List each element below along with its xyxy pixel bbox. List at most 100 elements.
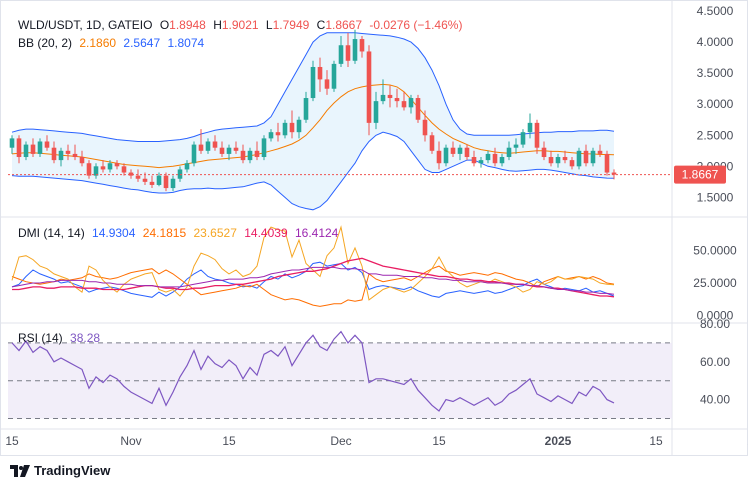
bb-legend: BB (20, 2) 2.1860 2.5647 1.8074 — [18, 36, 208, 50]
candle-body — [114, 163, 120, 167]
candle-body — [219, 147, 225, 154]
candle-body — [177, 169, 183, 179]
time-axis-tick-label: 15 — [432, 434, 446, 448]
rsi-line — [11, 330, 615, 412]
candle-body — [331, 63, 337, 89]
candle-body — [534, 122, 540, 148]
candle-body — [527, 122, 533, 133]
candle-body — [345, 45, 351, 61]
candle-body — [548, 157, 554, 164]
candle-body — [359, 39, 365, 52]
candle-body — [310, 66, 316, 99]
candle-body — [604, 153, 610, 173]
dmi-plus-line — [11, 261, 615, 298]
candle-body — [471, 157, 477, 164]
candle-body — [191, 144, 197, 164]
candle-body — [408, 98, 414, 108]
candle-body — [583, 150, 589, 164]
price-axis-tick-label: 3.5000 — [697, 66, 734, 80]
candle-body — [16, 138, 22, 158]
candle-body — [254, 150, 260, 158]
high-label: H — [213, 18, 222, 32]
candle-body — [226, 147, 232, 154]
candle-body — [303, 98, 309, 120]
dmi-value-1: 14.9304 — [92, 226, 136, 240]
candle-body — [450, 147, 456, 154]
symbol-label: WLD/USDT, 1D, GATEIO — [18, 18, 153, 32]
candle-body — [401, 101, 407, 108]
candle-body — [289, 122, 295, 133]
dmi-value-3: 23.6527 — [193, 226, 237, 240]
candle-body — [79, 157, 85, 164]
candle-body — [366, 51, 372, 123]
candle-body — [128, 172, 134, 176]
candle-body — [121, 166, 127, 173]
candle-body — [198, 144, 204, 151]
tradingview-logo[interactable]: TradingView — [10, 463, 110, 478]
bb-lower-line — [11, 131, 615, 211]
candle-body — [380, 94, 386, 102]
candle-body — [590, 150, 596, 164]
candle-body — [443, 147, 449, 164]
rsi-label: RSI (14) — [18, 331, 63, 345]
candle-body — [422, 119, 428, 136]
low-value: 1.7949 — [272, 18, 310, 32]
rsi-axis-tick-label: 60.00 — [700, 355, 730, 369]
dmi-value-2: 24.1815 — [142, 226, 187, 240]
candle-body — [37, 141, 43, 154]
candle-body — [569, 160, 575, 167]
rsi-value: 38.28 — [70, 331, 101, 345]
low-label: L — [265, 18, 273, 32]
last-price-badge-label: 1.8667 — [682, 168, 719, 182]
candle-body — [373, 101, 379, 123]
candle-body — [58, 150, 64, 161]
header-legend: WLD/USDT, 1D, GATEIO O1.8948 H1.9021 L1.… — [18, 18, 466, 32]
candle-body — [51, 147, 57, 161]
open-label: O — [159, 18, 170, 32]
candle-body — [205, 141, 211, 151]
bb-band-fill — [12, 32, 614, 210]
candle-body — [261, 138, 267, 158]
dmi-adx-line — [11, 225, 615, 301]
candle-body — [541, 147, 547, 158]
candle-body — [576, 150, 582, 167]
dmi-axis-tick-label: 0.0000 — [697, 309, 734, 323]
candle-body — [611, 172, 617, 175]
dmi-dx-line — [11, 266, 615, 295]
candle-body — [296, 119, 302, 133]
bb-lower-value: 1.8074 — [167, 36, 205, 50]
candle-body — [429, 135, 435, 151]
candle-body — [184, 163, 190, 170]
dmi-axis-tick-label: 25.0000 — [693, 276, 737, 290]
candle-body — [317, 66, 323, 80]
candle-body — [240, 150, 246, 161]
candle-body — [30, 144, 36, 154]
candle-body — [268, 132, 274, 139]
dmi-value-5: 16.4124 — [294, 226, 339, 240]
candle-body — [93, 166, 99, 176]
time-axis-tick-label: 15 — [5, 434, 19, 448]
candle-body — [492, 153, 498, 164]
candle-body — [135, 175, 141, 179]
dmi-label: DMI (14, 14) — [18, 226, 85, 240]
close-value: 1.8667 — [325, 18, 363, 32]
time-axis-tick-label: Nov — [120, 434, 141, 448]
candle-body — [72, 153, 78, 158]
price-axis-tick-label: 4.0000 — [697, 35, 734, 49]
candle-body — [464, 147, 470, 158]
candle-body — [394, 98, 400, 102]
candle-body — [9, 138, 15, 148]
candle-body — [23, 144, 29, 158]
close-label: C — [316, 18, 326, 32]
last-price-badge — [674, 165, 726, 184]
candle-body — [142, 178, 148, 182]
time-axis-tick-label: 15 — [222, 434, 236, 448]
tradingview-logo-icon — [10, 464, 30, 477]
dmi-value-4: 14.4039 — [244, 226, 288, 240]
candle-body — [352, 39, 358, 61]
candle-body — [163, 175, 169, 189]
branding-text: TradingView — [34, 463, 111, 478]
candle-body — [555, 157, 561, 164]
